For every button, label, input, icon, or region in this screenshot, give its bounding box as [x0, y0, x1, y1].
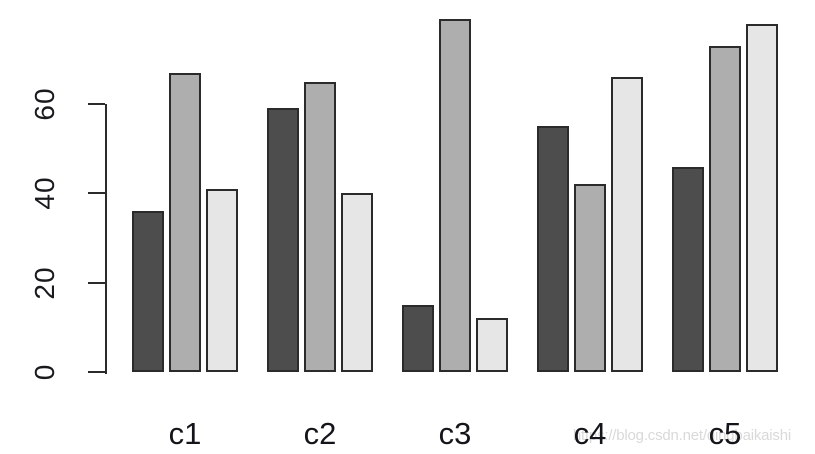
- x-label-c2: c2: [303, 416, 337, 451]
- bar-c5-medium-gray: [709, 46, 741, 372]
- bar-c1-dark-gray: [132, 211, 164, 372]
- bar-c4-light-gray: [611, 77, 643, 372]
- bar-c1-light-gray: [206, 189, 238, 372]
- bar-c1-medium-gray: [169, 73, 201, 372]
- bar-c2-medium-gray: [304, 82, 336, 372]
- bar-group-c1: [132, 73, 238, 372]
- bar-group-c4: [537, 77, 643, 372]
- y-axis-line: [105, 104, 107, 374]
- x-label-c4: c4: [573, 416, 607, 451]
- y-tick-label-0: 0: [29, 363, 60, 381]
- y-tick-label-40: 40: [29, 176, 60, 210]
- bar-c5-dark-gray: [672, 167, 704, 372]
- y-tick-0: [88, 371, 105, 373]
- bar-c5-light-gray: [746, 24, 778, 372]
- y-tick-40: [88, 192, 105, 195]
- bar-c2-dark-gray: [267, 108, 299, 372]
- x-label-c3: c3: [438, 416, 472, 451]
- y-tick-label-60: 60: [29, 87, 60, 121]
- y-tick-20: [88, 281, 105, 284]
- y-tick-60: [88, 103, 105, 105]
- bar-c3-light-gray: [476, 318, 508, 372]
- bar-c3-dark-gray: [402, 305, 434, 372]
- bar-group-c3: [402, 19, 508, 372]
- x-label-c1: c1: [168, 416, 202, 451]
- bar-c4-dark-gray: [537, 126, 569, 372]
- x-label-c5: c5: [708, 416, 742, 451]
- bar-c4-medium-gray: [574, 184, 606, 372]
- bar-c3-medium-gray: [439, 19, 471, 372]
- y-tick-label-20: 20: [29, 266, 60, 300]
- bar-c2-light-gray: [341, 193, 373, 372]
- bar-group-c5: [672, 24, 778, 372]
- bar-group-c2: [267, 82, 373, 372]
- watermark-text: https://blog.csdn.net/qingbaikaishi: [572, 427, 791, 444]
